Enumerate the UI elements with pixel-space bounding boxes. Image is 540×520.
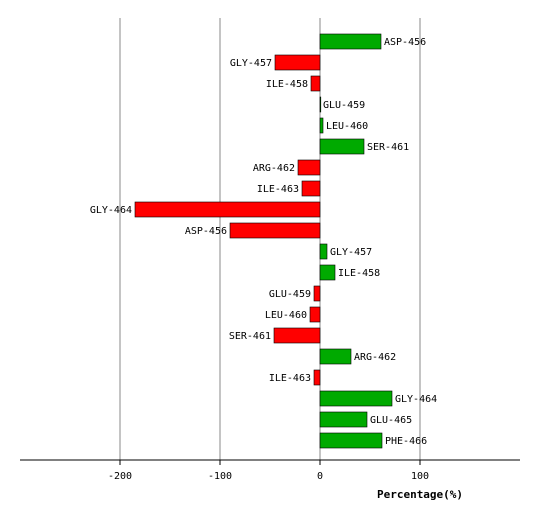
bar xyxy=(310,75,321,92)
bar xyxy=(319,138,365,155)
bar-labels-group: ASP-456 GLY-457 ILE-458 GLU-459 LEU-460 SER-4… xyxy=(90,37,437,447)
bar-label: ILE-458 xyxy=(266,79,308,90)
bar-label: GLY-464 xyxy=(90,205,132,216)
x-tick-label: 100 xyxy=(411,471,429,482)
bar-label: ILE-458 xyxy=(338,268,380,279)
bar-label: ASP-456 xyxy=(185,226,227,237)
x-tick-label: -100 xyxy=(208,471,232,482)
bar xyxy=(301,180,321,197)
bar-label: SER-461 xyxy=(367,142,409,153)
bar xyxy=(229,222,321,239)
bar xyxy=(309,306,321,323)
bar xyxy=(274,54,321,71)
bar xyxy=(297,159,321,176)
bar-label: ARG-462 xyxy=(354,352,396,363)
x-tick-label: -200 xyxy=(108,471,132,482)
bar-label: GLU-465 xyxy=(370,415,412,426)
bar-label: SER-461 xyxy=(229,331,271,342)
bar-label: ILE-463 xyxy=(269,373,311,384)
bar xyxy=(319,243,328,260)
bar-label: GLY-457 xyxy=(230,58,272,69)
bar-label: GLU-459 xyxy=(323,100,365,111)
x-axis-title: Percentage(%) xyxy=(377,488,463,501)
bar-label: PHE-466 xyxy=(385,436,427,447)
bar-label: GLY-457 xyxy=(330,247,372,258)
bar-label: LEU-460 xyxy=(326,121,368,132)
bar xyxy=(319,264,336,281)
bar-label: ASP-456 xyxy=(384,37,426,48)
bar xyxy=(313,285,321,302)
x-axis-ticks: -200 -100 0 100 xyxy=(108,460,429,482)
bar xyxy=(319,432,383,449)
bar xyxy=(319,348,352,365)
bar-label: LEU-460 xyxy=(265,310,307,321)
bar-label: GLU-459 xyxy=(269,289,311,300)
bars-group xyxy=(134,33,393,449)
bar-label: ILE-463 xyxy=(257,184,299,195)
bar xyxy=(319,117,324,134)
bar xyxy=(319,390,393,407)
bar xyxy=(319,33,382,50)
x-tick-label: 0 xyxy=(317,471,323,482)
bar xyxy=(134,201,321,218)
bar-label: GLY-464 xyxy=(395,394,437,405)
bar xyxy=(313,369,321,386)
bar xyxy=(319,411,368,428)
bar xyxy=(273,327,321,344)
bar xyxy=(319,96,322,113)
bar-label: ARG-462 xyxy=(253,163,295,174)
grid-lines xyxy=(119,18,421,460)
